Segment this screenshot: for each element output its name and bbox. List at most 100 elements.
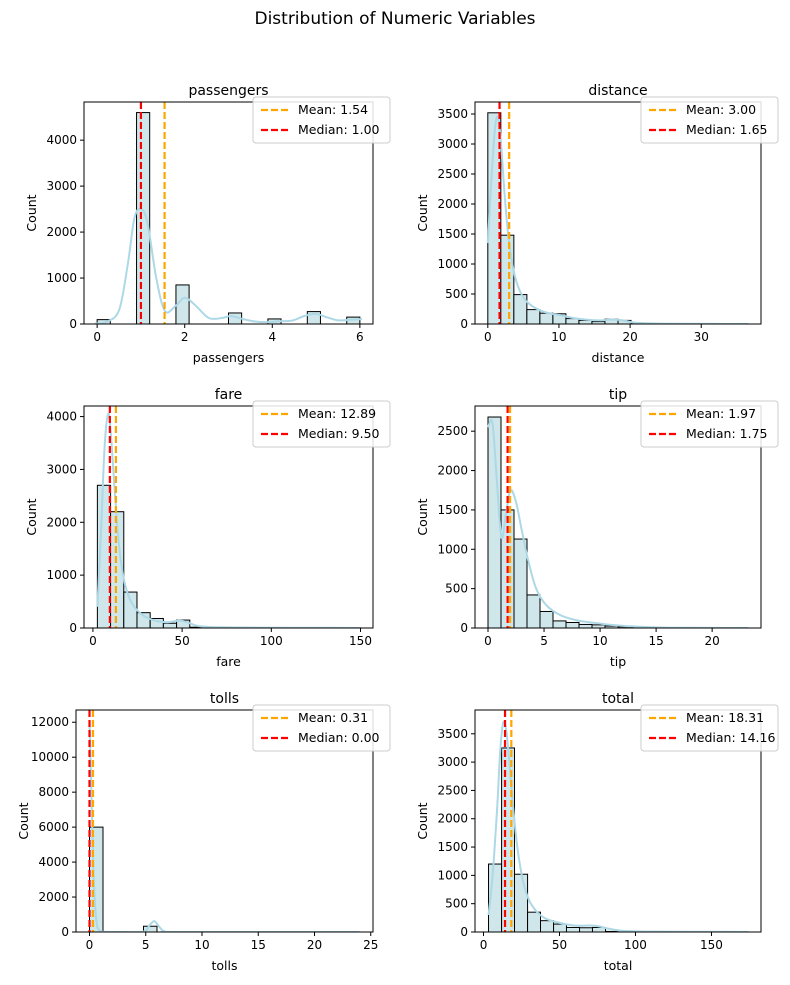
x-tick-label: 15	[648, 634, 663, 648]
x-axis-label: tolls	[211, 958, 237, 973]
legend-box	[640, 704, 779, 752]
x-tick-label: 10	[194, 938, 209, 952]
y-axis-label: Count	[415, 802, 430, 839]
y-tick-label: 1500	[437, 840, 468, 854]
x-axis-label: total	[604, 958, 633, 973]
y-tick-label: 2500	[437, 783, 468, 797]
y-tick-label: 2000	[437, 464, 468, 478]
y-tick-label: 2000	[46, 515, 77, 529]
legend: Mean: 0.31 Median: 0.00	[252, 704, 391, 752]
y-tick-label: 2000	[437, 197, 468, 211]
y-tick-label: 3000	[46, 179, 77, 193]
axes-frame	[83, 101, 374, 325]
legend-mean-label: Mean: 12.89	[298, 406, 376, 421]
x-tick-label: 15	[251, 938, 266, 952]
subplot-title: fare	[215, 387, 243, 403]
x-tick-label: 0	[484, 634, 492, 648]
x-tick-label: 5	[142, 938, 150, 952]
x-axis-label: distance	[592, 350, 645, 365]
y-tick-label: 3000	[437, 755, 468, 769]
x-axis-label: fare	[216, 654, 241, 669]
histogram-bar	[579, 927, 593, 933]
x-tick-label: 2	[181, 330, 189, 344]
axes-frame	[474, 405, 762, 629]
legend-median-label: Median: 1.75	[686, 426, 767, 441]
legend: Mean: 3.00 Median: 1.65	[640, 96, 779, 144]
figure-title: Distribution of Numeric Variables	[254, 9, 535, 29]
histogram-bar	[552, 620, 567, 629]
subplot-total: 0 50 100 1500500100015002000250030003500tot…	[415, 691, 779, 973]
y-tick-label: 0	[460, 317, 468, 331]
histogram-bar	[123, 591, 138, 629]
subplot-tip: 0 5 10 15 20 0 500 1000 1500 2000 2500 tip tip Count M…	[415, 387, 779, 669]
y-tick-label: 1000	[437, 868, 468, 882]
legend-box	[640, 400, 779, 448]
legend-mean-label: Mean: 1.54	[298, 102, 368, 117]
x-tick-label: 0	[93, 330, 101, 344]
y-axis-label: Count	[415, 194, 430, 231]
y-tick-label: 2000	[38, 890, 69, 904]
subplot-fare: 0 50 100 150 0 1000 2000 3000 4000 fare fare Count M…	[24, 387, 391, 669]
y-tick-label: 3000	[46, 462, 77, 476]
histogram-bar	[500, 234, 515, 325]
subplot-title: tolls	[210, 691, 239, 707]
y-axis-label: Count	[16, 802, 31, 839]
x-tick-label: 100	[624, 938, 647, 952]
y-tick-label: 1500	[437, 227, 468, 241]
subplot-title: total	[602, 691, 634, 707]
kde-curve	[88, 722, 360, 932]
histogram-bar	[514, 873, 529, 933]
axes-frame	[474, 709, 762, 933]
histogram-bar	[565, 621, 580, 629]
y-tick-label: 0	[460, 925, 468, 939]
subplot-title: distance	[588, 83, 647, 99]
x-tick-label: 20	[622, 330, 637, 344]
legend: Mean: 1.97 Median: 1.75	[640, 400, 779, 448]
y-tick-label: 1000	[437, 542, 468, 556]
legend-median-label: Median: 1.00	[298, 122, 380, 137]
histogram-bar	[526, 309, 541, 325]
x-tick-label: 5	[540, 634, 548, 648]
y-tick-label: 500	[445, 582, 468, 596]
y-tick-label: 2000	[437, 812, 468, 826]
y-axis-label: Count	[24, 194, 39, 231]
kde-curve	[486, 115, 749, 324]
histogram-bar	[565, 926, 581, 933]
subplot-title: tip	[609, 387, 627, 403]
histogram-bar	[501, 747, 516, 933]
x-tick-label: 20	[704, 634, 719, 648]
legend-median-label: Median: 1.65	[686, 122, 767, 137]
y-tick-label: 2000	[46, 225, 77, 239]
histogram-bar	[527, 911, 542, 933]
y-tick-label: 500	[445, 897, 468, 911]
y-tick-label: 0	[61, 925, 69, 939]
legend-box	[640, 96, 779, 144]
x-tick-label: 10	[551, 330, 566, 344]
x-tick-label: 30	[694, 330, 709, 344]
kde-curve	[487, 418, 749, 628]
axes-frame	[83, 405, 374, 629]
y-tick-label: 3000	[437, 137, 468, 151]
x-tick-label: 20	[307, 938, 322, 952]
x-tick-label: 10	[592, 634, 607, 648]
legend-mean-label: Mean: 1.97	[686, 406, 756, 421]
subplot-distance: 0 10 20 30 0 500 1000 1500 2000 2500 3000 3500 dista…	[415, 83, 779, 365]
x-tick-label: 0	[484, 330, 492, 344]
subplot-tolls: 0 5 10 15 20 25 0 2000 4000 6000 8000 10000 12000 tol…	[16, 691, 391, 973]
y-tick-label: 2500	[437, 167, 468, 181]
legend: Mean: 1.54 Median: 1.00	[252, 96, 391, 144]
legend: Mean: 12.89 Median: 9.50	[252, 400, 391, 448]
legend-mean-label: Mean: 18.31	[686, 710, 764, 725]
y-tick-label: 3500	[437, 107, 468, 121]
x-tick-label: 4	[268, 330, 276, 344]
x-tick-label: 0	[89, 634, 97, 648]
x-tick-label: 150	[700, 938, 723, 952]
histogram-bar	[526, 594, 541, 629]
y-tick-label: 3500	[437, 727, 468, 741]
histogram-bar	[162, 622, 178, 629]
legend-box	[252, 96, 391, 144]
legend-median-label: Median: 14.16	[686, 730, 775, 745]
y-tick-label: 500	[445, 287, 468, 301]
x-axis-label: tip	[610, 654, 626, 669]
legend-box	[252, 400, 391, 448]
